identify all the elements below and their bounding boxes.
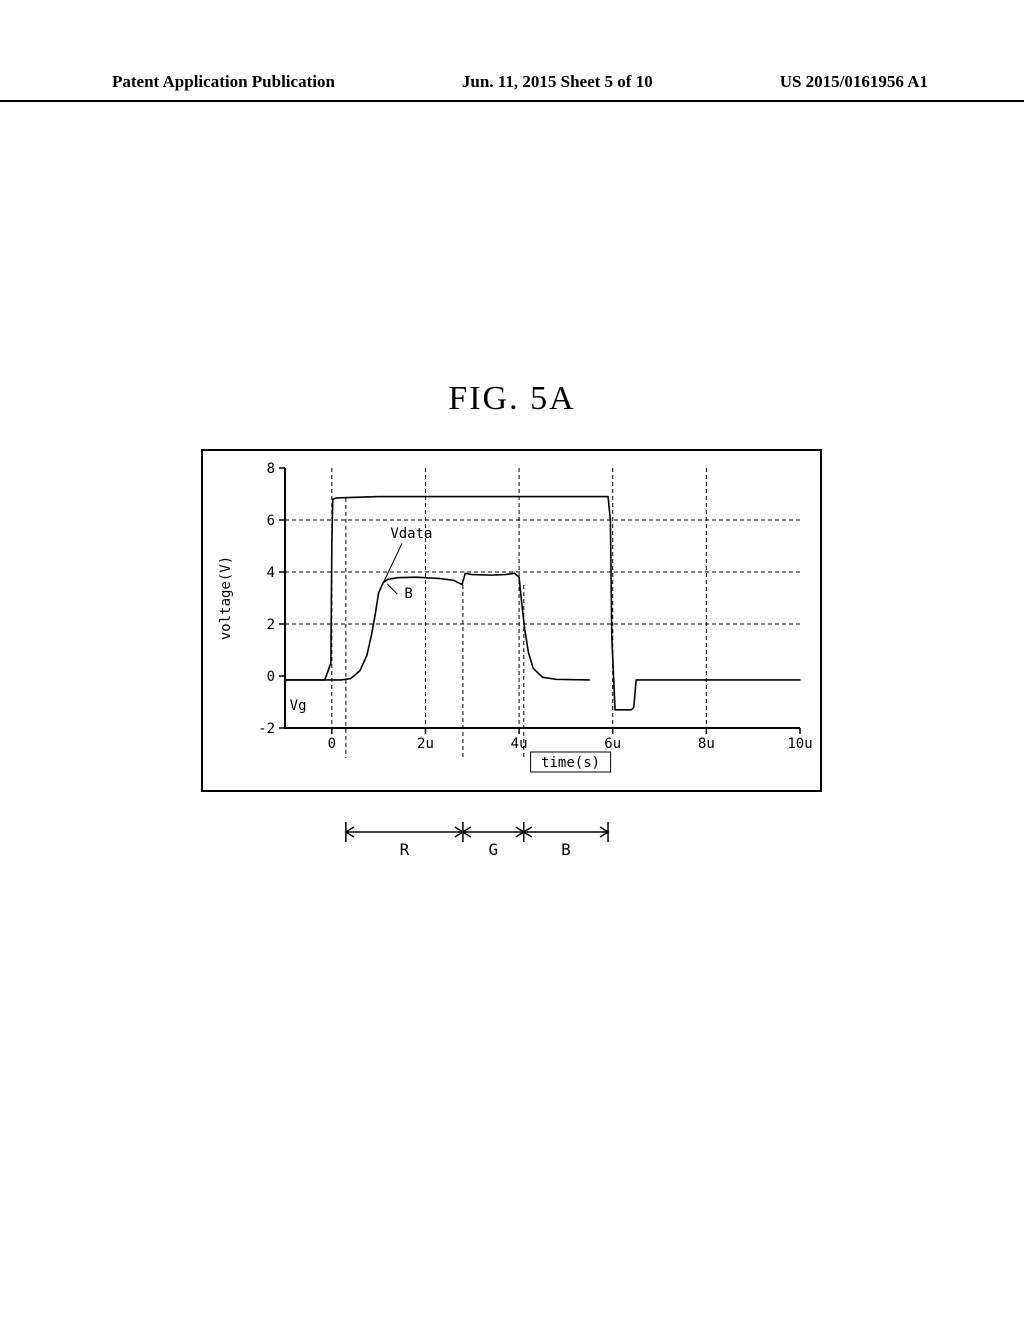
header-right: US 2015/0161956 A1	[780, 72, 928, 94]
header-center: Jun. 11, 2015 Sheet 5 of 10	[462, 72, 653, 94]
svg-text:8: 8	[267, 461, 275, 477]
header-left: Patent Application Publication	[112, 72, 335, 94]
svg-text:0: 0	[328, 736, 336, 752]
svg-text:6u: 6u	[604, 736, 621, 752]
svg-text:-2: -2	[258, 721, 275, 737]
svg-text:Vdata: Vdata	[390, 526, 432, 542]
svg-text:R: R	[400, 840, 410, 859]
svg-text:4: 4	[267, 565, 275, 581]
svg-text:time(s): time(s)	[541, 755, 600, 771]
svg-text:10u: 10u	[787, 736, 812, 752]
svg-text:Vg: Vg	[290, 698, 307, 714]
svg-text:B: B	[561, 840, 571, 859]
svg-text:B: B	[404, 586, 412, 602]
chart-svg: -2 0 2 4 6 8 0 2u 4u 6u 8u 10u voltage(V) time(s) Vdat…	[200, 448, 823, 793]
figure-title: FIG. 5A	[0, 380, 1024, 418]
svg-text:8u: 8u	[698, 736, 715, 752]
rgb-segment-bar: RGB	[286, 820, 746, 860]
svg-text:0: 0	[267, 669, 275, 685]
svg-text:4u: 4u	[511, 736, 528, 752]
svg-text:6: 6	[267, 513, 275, 529]
svg-text:2: 2	[267, 617, 275, 633]
patent-header: Patent Application Publication Jun. 11, …	[0, 72, 1024, 102]
rgb-svg: RGB	[286, 820, 746, 860]
svg-text:2u: 2u	[417, 736, 434, 752]
svg-text:voltage(V): voltage(V)	[218, 556, 234, 640]
voltage-time-chart: -2 0 2 4 6 8 0 2u 4u 6u 8u 10u voltage(V) time(s) Vdat…	[200, 448, 823, 793]
svg-text:G: G	[489, 840, 499, 859]
